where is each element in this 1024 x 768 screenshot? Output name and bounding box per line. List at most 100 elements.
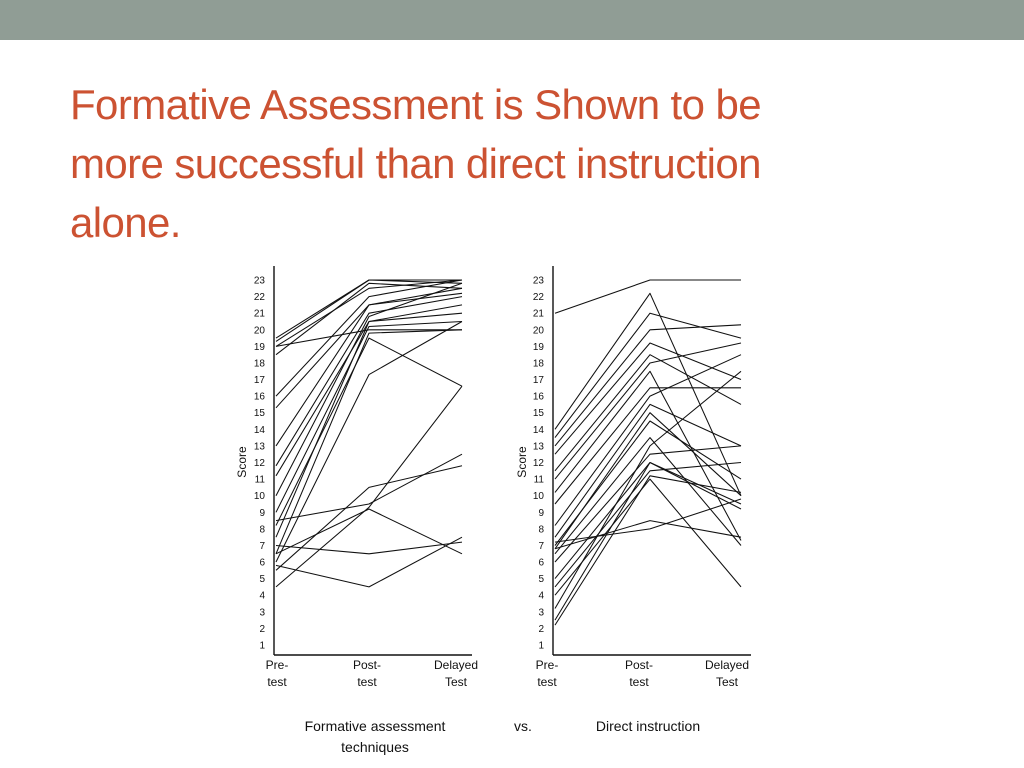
slide-title-line-2: more successful than direct instruction bbox=[70, 140, 762, 187]
direct-series-line bbox=[554, 370, 742, 609]
direct-x-category-label: Post- bbox=[625, 658, 653, 672]
formative-series-line bbox=[275, 282, 463, 496]
formative-series-line bbox=[275, 465, 463, 571]
direct-y-tick-label: 8 bbox=[538, 524, 544, 535]
direct-series-line bbox=[554, 461, 742, 588]
direct-y-tick-label: 18 bbox=[533, 358, 545, 369]
formative-y-tick-label: 14 bbox=[254, 425, 266, 436]
direct-series-line bbox=[554, 498, 742, 543]
direct-series-line bbox=[554, 437, 742, 555]
formative-series-line bbox=[275, 329, 462, 347]
direct-series-line bbox=[554, 312, 742, 438]
formative-y-tick-label: 4 bbox=[259, 591, 265, 602]
formative-y-tick-label: 6 bbox=[259, 558, 265, 569]
formative-x-category-label: Pre- bbox=[266, 658, 289, 672]
formative-y-axis-title: Score bbox=[235, 446, 249, 478]
formative-series-line bbox=[275, 541, 463, 555]
formative-y-tick-label: 12 bbox=[254, 458, 266, 469]
formative-series-line bbox=[275, 287, 463, 409]
formative-y-tick-label: 17 bbox=[254, 375, 266, 386]
direct-series-line bbox=[554, 292, 742, 496]
formative-y-tick-label: 22 bbox=[254, 292, 266, 303]
formative-y-tick-label: 1 bbox=[259, 641, 265, 652]
caption-direct-instruction: Direct instruction bbox=[596, 718, 700, 734]
formative-x-category-label: test bbox=[267, 675, 287, 689]
direct-series-line bbox=[554, 354, 742, 472]
direct-y-tick-label: 16 bbox=[533, 392, 545, 403]
slide-title-line-3: alone. bbox=[70, 199, 181, 246]
direct-y-tick-label: 17 bbox=[533, 375, 545, 386]
formative-y-tick-label: 3 bbox=[259, 607, 265, 618]
direct-y-tick-label: 12 bbox=[533, 458, 545, 469]
caption-formative-line-2: techniques bbox=[341, 739, 409, 755]
formative-y-tick-label: 15 bbox=[254, 408, 266, 419]
direct-y-tick-label: 22 bbox=[533, 292, 545, 303]
direct-x-category-label: test bbox=[537, 675, 557, 689]
direct-series-line bbox=[554, 403, 742, 538]
formative-y-tick-label: 18 bbox=[254, 358, 266, 369]
direct-y-tick-label: 23 bbox=[533, 276, 545, 287]
slide-title: Formative Assessment is Shown to be more… bbox=[70, 75, 950, 252]
chart-direct-instruction: 2322212019181716151413121110987654321Sco… bbox=[515, 266, 751, 689]
formative-series-line bbox=[275, 453, 463, 522]
direct-y-tick-label: 14 bbox=[533, 425, 545, 436]
direct-series-line bbox=[554, 420, 742, 546]
formative-y-tick-label: 13 bbox=[254, 441, 266, 452]
formative-series-line bbox=[275, 279, 463, 397]
direct-y-tick-label: 5 bbox=[538, 574, 544, 585]
direct-y-tick-label: 19 bbox=[533, 342, 545, 353]
formative-series-line bbox=[275, 296, 463, 467]
formative-y-tick-label: 7 bbox=[259, 541, 265, 552]
formative-series-line bbox=[275, 279, 463, 342]
formative-y-tick-label: 16 bbox=[254, 392, 266, 403]
direct-y-tick-label: 11 bbox=[534, 475, 545, 486]
formative-y-tick-label: 10 bbox=[254, 491, 266, 502]
direct-series-line bbox=[554, 520, 742, 550]
direct-x-category-label: Test bbox=[716, 675, 739, 689]
direct-y-tick-label: 21 bbox=[533, 309, 545, 320]
formative-series-line bbox=[275, 312, 463, 538]
formative-y-tick-label: 21 bbox=[254, 309, 266, 320]
formative-series-line bbox=[275, 508, 463, 555]
direct-series-line bbox=[554, 354, 742, 526]
direct-x-category-label: Pre- bbox=[536, 658, 559, 672]
formative-y-tick-label: 19 bbox=[254, 342, 266, 353]
formative-series-line bbox=[275, 320, 463, 513]
direct-y-tick-label: 13 bbox=[533, 441, 545, 452]
direct-series-line bbox=[554, 478, 742, 596]
direct-series-line bbox=[554, 475, 742, 626]
caption-vs: vs. bbox=[514, 718, 532, 734]
formative-series-line bbox=[275, 321, 463, 563]
formative-series-line bbox=[275, 536, 463, 588]
direct-y-tick-label: 10 bbox=[533, 491, 545, 502]
formative-y-tick-label: 9 bbox=[259, 508, 265, 519]
direct-series-line bbox=[554, 387, 741, 505]
direct-series-line bbox=[554, 445, 742, 563]
direct-y-tick-label: 6 bbox=[538, 558, 544, 569]
top-bar bbox=[0, 0, 1024, 40]
formative-y-tick-label: 11 bbox=[255, 475, 266, 486]
direct-x-category-label: test bbox=[629, 675, 649, 689]
direct-y-axis-title: Score bbox=[515, 446, 529, 478]
direct-series-line bbox=[554, 370, 742, 541]
caption-formative-line-1: Formative assessment bbox=[305, 718, 446, 734]
direct-y-tick-label: 20 bbox=[533, 325, 545, 336]
formative-series-line bbox=[275, 282, 463, 356]
direct-series-line bbox=[554, 461, 742, 621]
chart-formative-assessment: 2322212019181716151413121110987654321Sco… bbox=[235, 266, 478, 689]
formative-series-line bbox=[275, 292, 463, 447]
direct-series-line bbox=[554, 324, 742, 447]
direct-y-tick-label: 7 bbox=[538, 541, 544, 552]
direct-series-line bbox=[554, 342, 742, 455]
formative-y-tick-label: 8 bbox=[259, 524, 265, 535]
direct-x-category-label: Delayed bbox=[705, 658, 749, 672]
direct-series-line bbox=[554, 279, 741, 314]
direct-y-tick-label: 4 bbox=[538, 591, 544, 602]
formative-x-category-label: Delayed bbox=[434, 658, 478, 672]
formative-series-line bbox=[275, 385, 463, 588]
direct-y-tick-label: 2 bbox=[538, 624, 544, 635]
formative-series-line bbox=[275, 337, 463, 526]
formative-x-category-label: test bbox=[357, 675, 377, 689]
formative-y-tick-label: 23 bbox=[254, 276, 266, 287]
